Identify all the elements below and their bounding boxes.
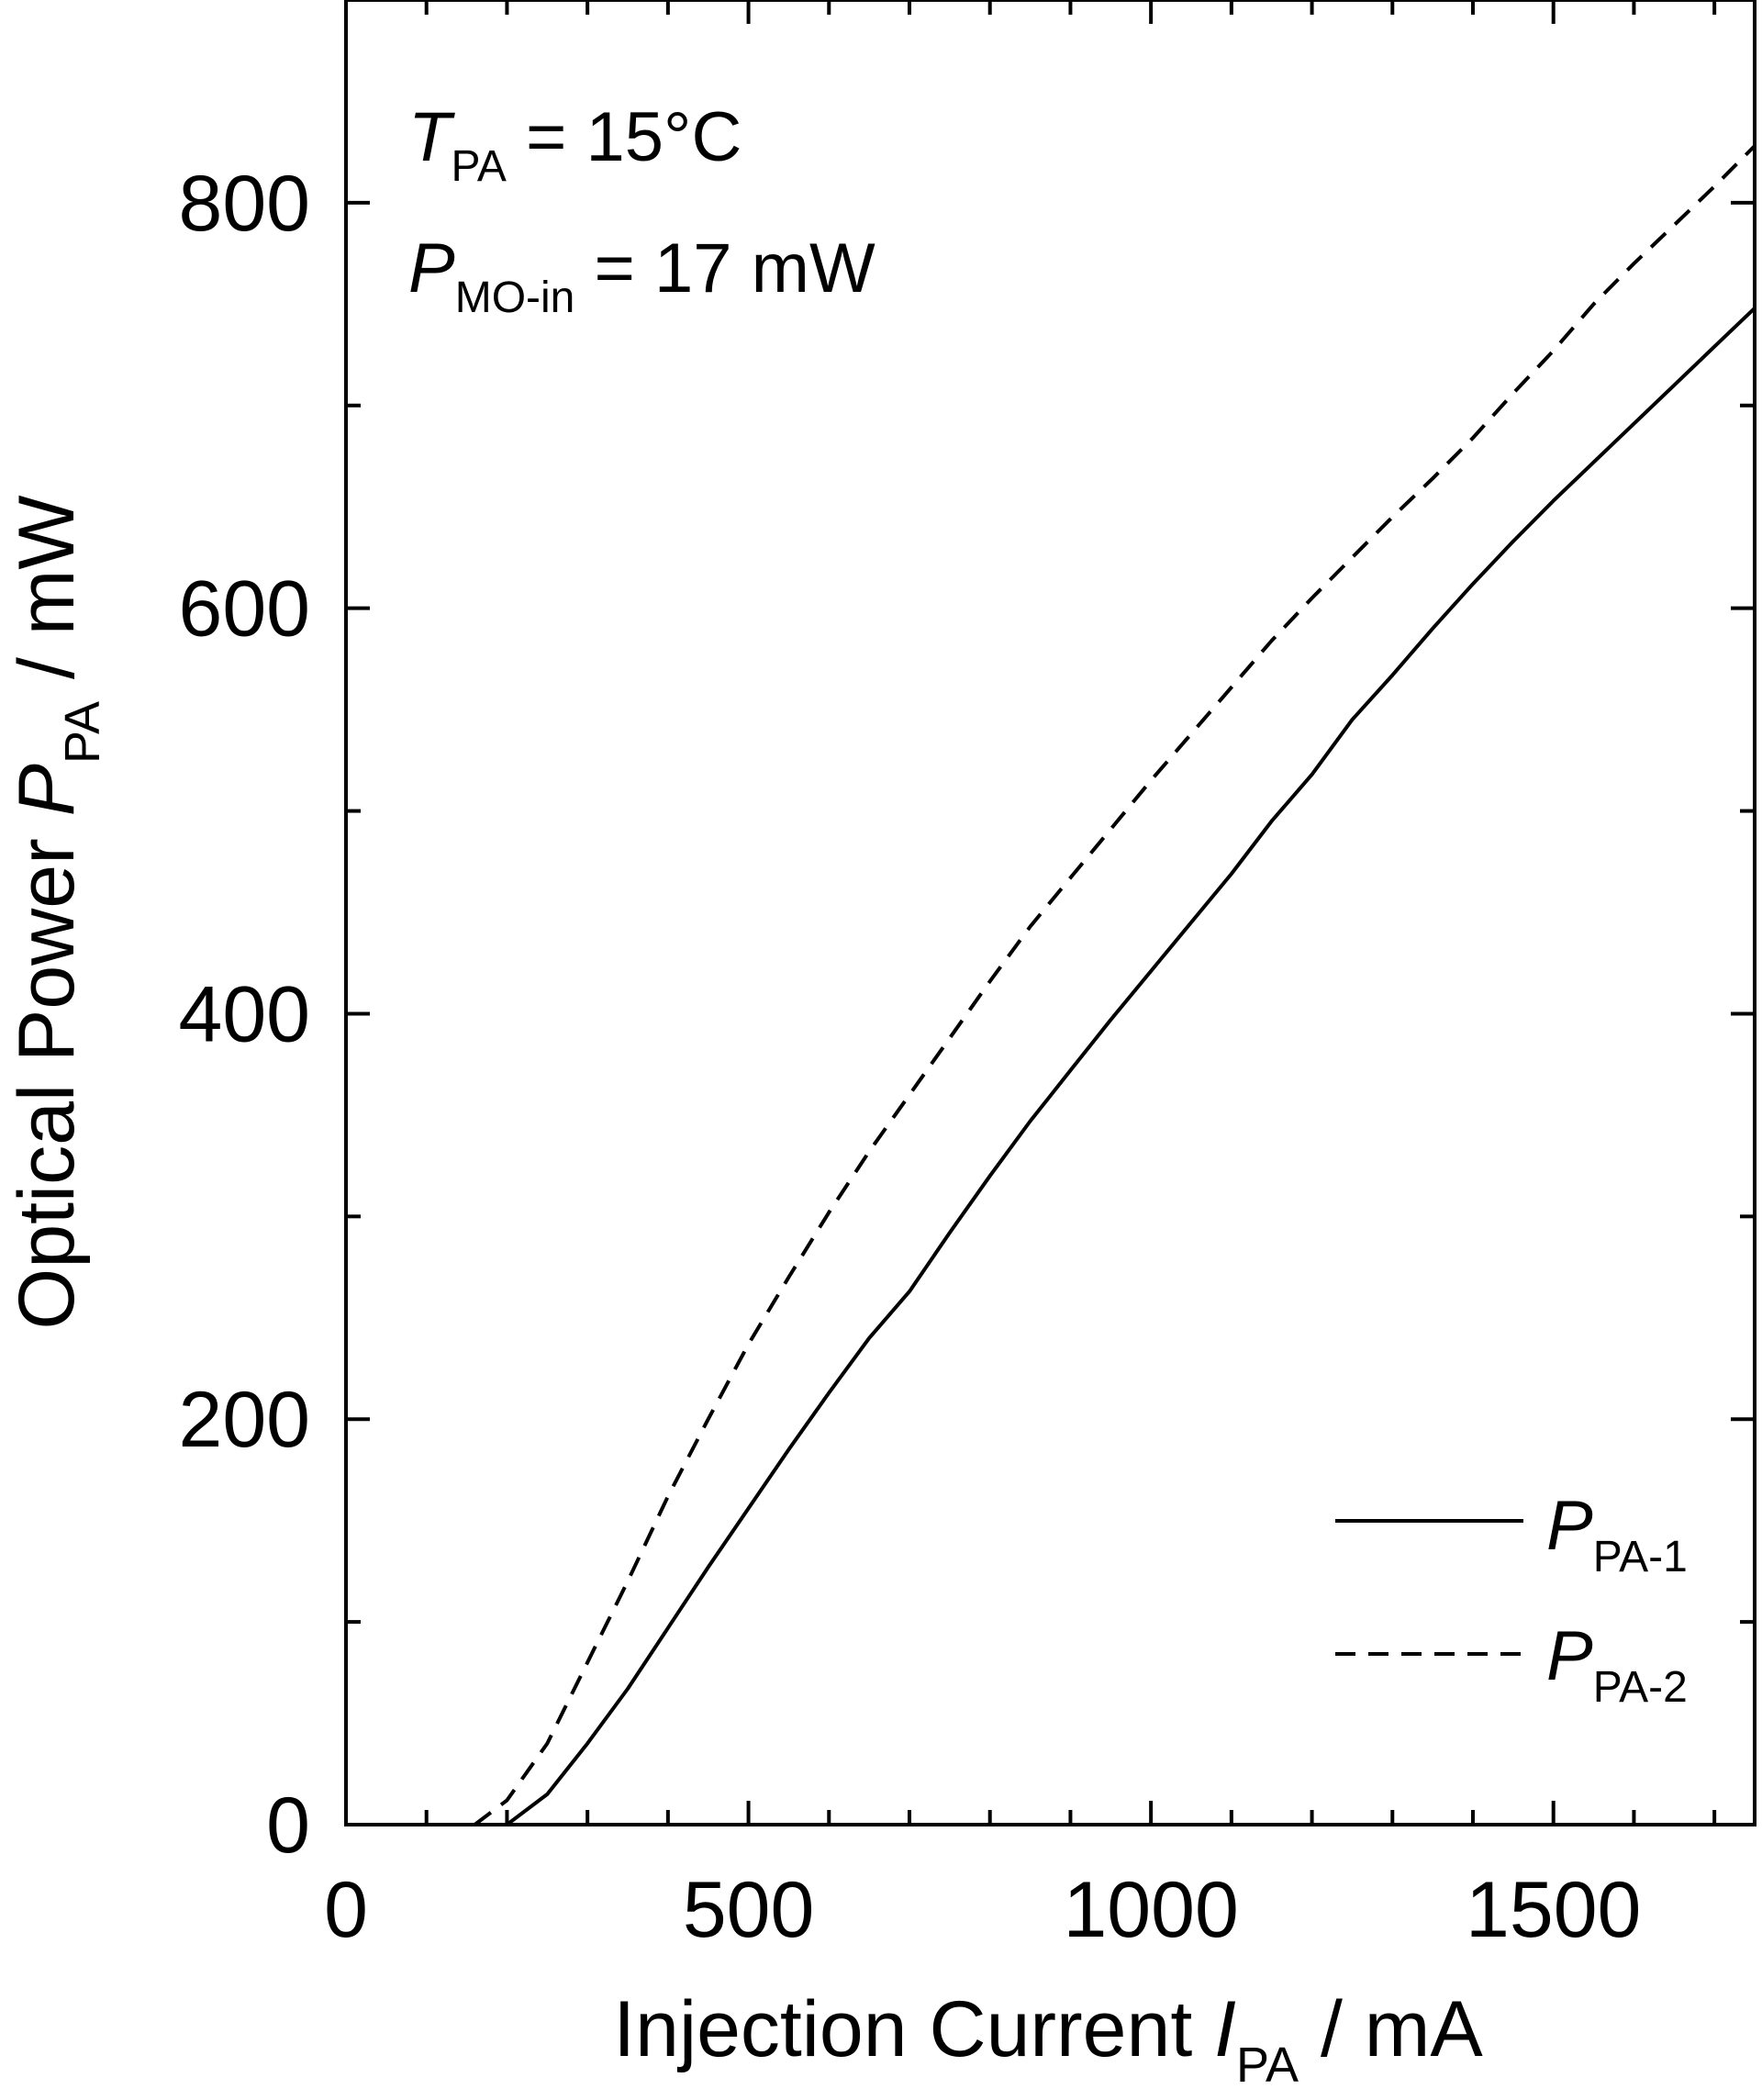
x-tick-label: 1000 (1063, 1866, 1238, 1954)
y-tick-label: 400 (179, 970, 311, 1058)
y-tick-label: 800 (179, 160, 311, 248)
series-lines (474, 144, 1756, 1826)
axis-tick-labels: 0 500 1000 1500 0 200 400 600 800 (179, 160, 1642, 1954)
series-line-pa-1 (506, 307, 1756, 1826)
x-axis-label: Injection Current IPA / mA (613, 1985, 1483, 2093)
plot-frame (344, 0, 1756, 1826)
legend: PPA-1 PPA-2 (1335, 1487, 1688, 1712)
annotation-temperature: TPA = 15°C (408, 98, 742, 191)
series-line-pa-2 (474, 144, 1756, 1826)
legend-label-pa1: PPA-1 (1546, 1487, 1688, 1581)
y-tick-label: 200 (179, 1376, 311, 1464)
x-tick-label: 500 (683, 1866, 815, 1954)
y-tick-label: 0 (266, 1782, 310, 1870)
x-tick-label: 0 (324, 1866, 368, 1954)
axis-ticks (344, 0, 1755, 1826)
x-tick-label: 1500 (1466, 1866, 1641, 1954)
y-axis-label: Optical Power PPA / mW (3, 495, 110, 1329)
legend-label-pa2: PPA-2 (1546, 1617, 1688, 1712)
annotation-seed-power: PMO-in = 17 mW (408, 229, 875, 322)
y-tick-label: 600 (179, 565, 311, 653)
